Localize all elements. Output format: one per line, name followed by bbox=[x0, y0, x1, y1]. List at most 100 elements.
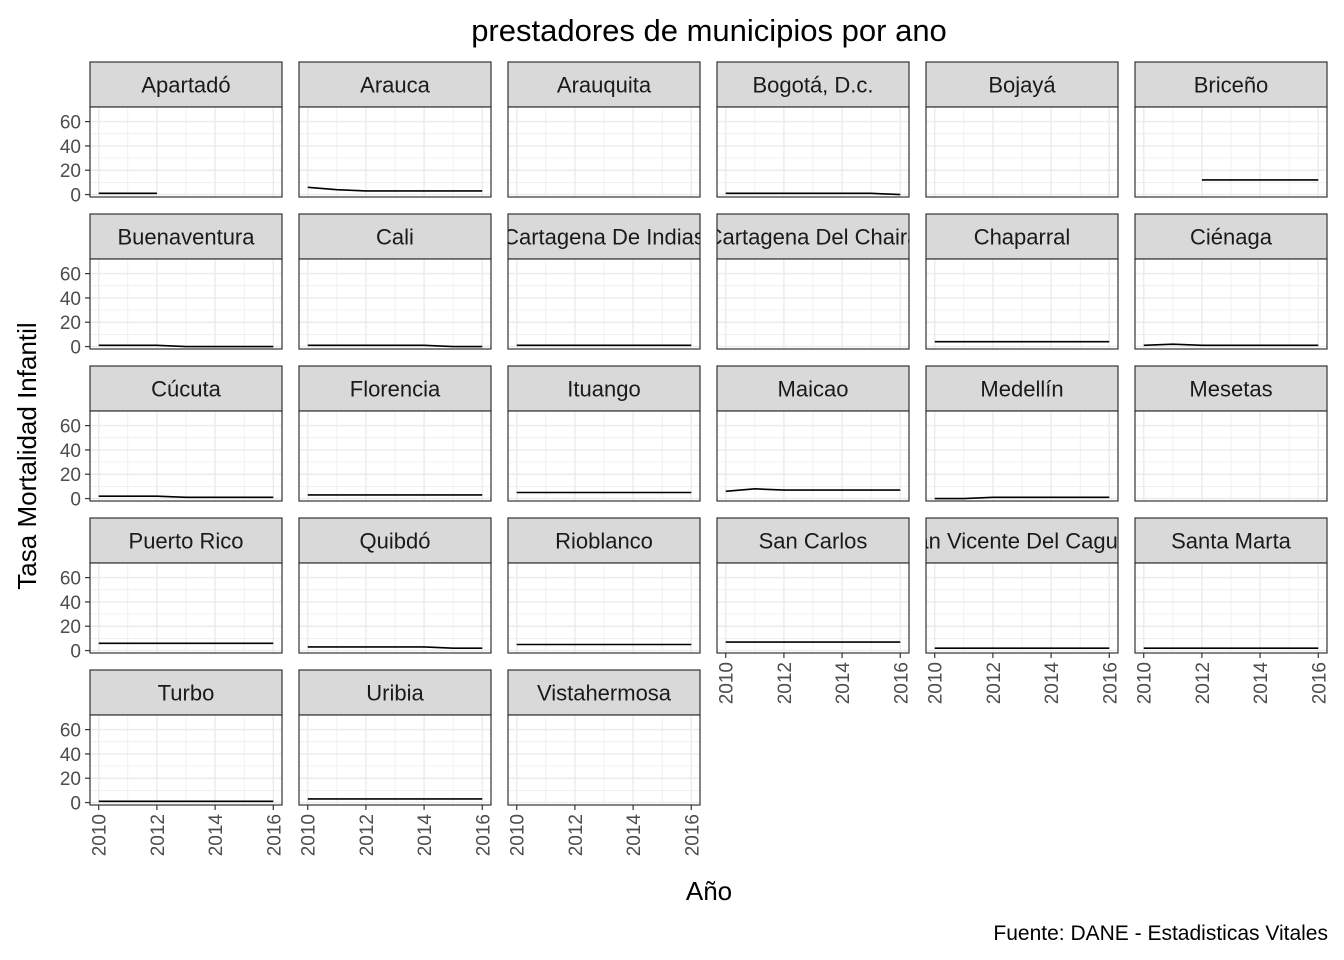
facet-strip bbox=[89, 669, 283, 716]
x-tick-label: 2010 bbox=[717, 662, 738, 704]
facet-panel-san-vicente-del-caguan: San Vicente Del Caguán 2010 2012 2014 2016 bbox=[902, 517, 1143, 705]
facet-plot-area: 2010 2012 2014 2016 bbox=[298, 714, 494, 857]
facet-strip-label: Cúcuta bbox=[151, 377, 221, 402]
facet-panel-medellin: Medellín bbox=[925, 365, 1119, 502]
facet-strip-label: Buenaventura bbox=[118, 225, 256, 250]
facet-panel-cartagena-del-chaira: Cartagena Del Chairá bbox=[716, 213, 910, 350]
facet-plot-area bbox=[1134, 258, 1328, 350]
x-tick-label: 2014 bbox=[1042, 662, 1063, 705]
facet-border bbox=[89, 258, 283, 350]
facet-strip bbox=[89, 61, 283, 108]
facet-panel-bojaya: Bojayá bbox=[925, 61, 1119, 198]
facet-border bbox=[716, 258, 910, 350]
facet-panel-mesetas: Mesetas bbox=[1134, 365, 1328, 502]
facet-plot-area: 0 20 40 60 bbox=[60, 562, 283, 663]
facet-strip-label: Vistahermosa bbox=[537, 681, 672, 706]
y-tick-label: 20 bbox=[60, 769, 81, 790]
facet-strip-label: Cali bbox=[376, 225, 414, 250]
y-tick-label: 40 bbox=[60, 745, 81, 766]
facet-panels: Apartadó 0 20 40 60 Arauca Arauquita Bogotá, D.… bbox=[60, 61, 1330, 857]
facet-border bbox=[298, 106, 492, 198]
facet-strip bbox=[507, 61, 701, 108]
facet-plot-area bbox=[298, 410, 492, 502]
facet-plot-area bbox=[925, 106, 1119, 198]
facet-strip-label: Quibdó bbox=[360, 529, 431, 554]
y-tick-label: 0 bbox=[70, 490, 81, 511]
facet-strip-label: San Vicente Del Caguán bbox=[902, 529, 1143, 554]
y-tick-label: 40 bbox=[60, 289, 81, 310]
facet-strip bbox=[925, 365, 1119, 412]
facet-panel-vistahermosa: Vistahermosa 2010 2012 2014 2016 bbox=[507, 669, 703, 857]
x-axis-title: Año bbox=[686, 876, 732, 906]
facet-plot-area bbox=[298, 106, 492, 198]
facet-plot-area bbox=[1134, 410, 1328, 502]
facet-plot-area bbox=[507, 106, 701, 198]
facet-strip bbox=[1134, 213, 1328, 260]
facet-border bbox=[716, 106, 910, 198]
facet-border bbox=[507, 258, 701, 350]
y-tick-label: 60 bbox=[60, 113, 81, 134]
facet-plot-area bbox=[507, 258, 701, 350]
facet-border bbox=[507, 562, 701, 654]
facet-plot-area: 2010 2012 2014 2016 bbox=[1134, 562, 1330, 704]
facet-border bbox=[507, 714, 701, 806]
x-tick-label: 2010 bbox=[1135, 662, 1156, 704]
x-tick-label: 2014 bbox=[415, 814, 436, 857]
y-tick-label: 20 bbox=[60, 161, 81, 182]
series-line bbox=[1143, 343, 1319, 347]
facet-border bbox=[298, 562, 492, 654]
y-tick-label: 40 bbox=[60, 593, 81, 614]
facet-border bbox=[1134, 562, 1328, 654]
facet-border bbox=[89, 714, 283, 806]
facet-strip bbox=[298, 669, 492, 716]
series-line bbox=[725, 488, 901, 493]
facet-plot-area bbox=[925, 410, 1119, 502]
x-tick-label: 2014 bbox=[206, 814, 227, 857]
y-tick-label: 60 bbox=[60, 569, 81, 590]
series-line bbox=[934, 496, 1110, 500]
y-tick-label: 0 bbox=[70, 794, 81, 815]
x-tick-label: 2010 bbox=[926, 662, 947, 704]
x-tick-label: 2012 bbox=[984, 662, 1005, 704]
facet-strip bbox=[507, 365, 701, 412]
facet-panel-cali: Cali bbox=[298, 213, 492, 350]
x-tick-label: 2012 bbox=[566, 814, 587, 856]
facet-strip bbox=[507, 213, 701, 260]
series-line bbox=[307, 344, 483, 348]
facet-panel-cartagena-de-indias: Cartagena De Indias bbox=[503, 213, 705, 350]
facet-strip-label: Florencia bbox=[350, 377, 441, 402]
y-tick-label: 0 bbox=[70, 642, 81, 663]
facet-strip-label: Chaparral bbox=[974, 225, 1071, 250]
facet-plot-area: 2010 2012 2014 2016 bbox=[716, 562, 912, 704]
facet-border bbox=[89, 106, 283, 198]
facet-strip bbox=[925, 61, 1119, 108]
x-tick-label: 2014 bbox=[624, 814, 645, 857]
facet-strip-label: Bogotá, D.c. bbox=[752, 73, 873, 98]
facet-strip-label: Cartagena De Indias bbox=[503, 225, 705, 250]
y-tick-label: 20 bbox=[60, 617, 81, 638]
facet-panel-cucuta: Cúcuta 0 20 40 60 bbox=[60, 365, 283, 511]
facet-strip bbox=[89, 517, 283, 564]
x-tick-label: 2016 bbox=[473, 814, 494, 856]
facet-strip-label: Medellín bbox=[980, 377, 1063, 402]
facet-strip bbox=[716, 517, 910, 564]
x-tick-label: 2010 bbox=[299, 814, 320, 856]
x-tick-label: 2016 bbox=[264, 814, 285, 856]
chart-caption: Fuente: DANE - Estadisticas Vitales bbox=[993, 922, 1328, 945]
facet-panel-puerto-rico: Puerto Rico 0 20 40 60 bbox=[60, 517, 283, 663]
facet-panel-quibdo: Quibdó bbox=[298, 517, 492, 654]
facet-border bbox=[298, 714, 492, 806]
facet-strip bbox=[925, 213, 1119, 260]
facet-panel-arauquita: Arauquita bbox=[507, 61, 701, 198]
facet-panel-apartado: Apartadó 0 20 40 60 bbox=[60, 61, 283, 207]
facet-plot-area bbox=[716, 410, 910, 502]
facet-strip-label: Bojayá bbox=[988, 73, 1056, 98]
facet-strip-label: San Carlos bbox=[759, 529, 868, 554]
facet-strip bbox=[716, 213, 910, 260]
x-tick-label: 2016 bbox=[682, 814, 703, 856]
facet-border bbox=[507, 410, 701, 502]
facet-border bbox=[925, 410, 1119, 502]
facet-plot-area bbox=[925, 258, 1119, 350]
facet-panel-maicao: Maicao bbox=[716, 365, 910, 502]
facet-panel-bogota-d-c: Bogotá, D.c. bbox=[716, 61, 910, 198]
